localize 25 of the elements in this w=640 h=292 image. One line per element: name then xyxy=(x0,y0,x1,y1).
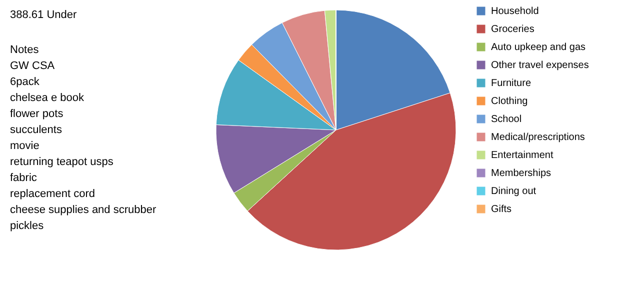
legend-label: Dining out xyxy=(491,186,536,197)
text: replacement cord xyxy=(10,188,95,200)
text: movie xyxy=(10,140,40,152)
legend-label: Entertainment xyxy=(491,150,554,161)
text: fabric xyxy=(10,172,38,184)
text: pickles xyxy=(10,220,44,232)
legend-label: Other travel expenses xyxy=(491,60,589,71)
text: 388.61 Under xyxy=(10,9,77,21)
legend-label: Household xyxy=(491,6,539,17)
text: returning teapot usps xyxy=(10,156,114,168)
text: 6pack xyxy=(10,76,40,88)
legend-label: Gifts xyxy=(491,204,512,215)
legend-label: Medical/prescriptions xyxy=(491,132,585,143)
legend-label: School xyxy=(491,114,522,125)
legend-label: Clothing xyxy=(491,96,528,107)
text: flower pots xyxy=(10,108,64,120)
text: succulents xyxy=(10,124,62,136)
legend-label: Auto upkeep and gas xyxy=(491,42,586,53)
text: chelsea e book xyxy=(10,92,84,104)
legend-label: Groceries xyxy=(491,24,534,35)
text: cheese supplies and scrubber xyxy=(10,204,156,216)
legend-label: Memberships xyxy=(491,168,552,179)
text: GW CSA xyxy=(10,60,56,72)
text: Notes xyxy=(10,44,40,56)
legend-label: Furniture xyxy=(491,78,532,89)
